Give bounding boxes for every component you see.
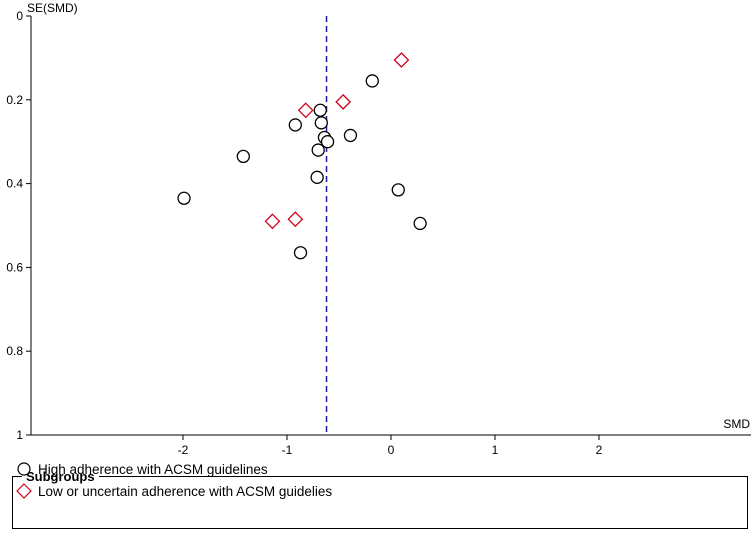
x-tick-label: 1	[492, 443, 499, 457]
open-diamond-marker-icon	[16, 483, 32, 499]
y-tick-label: 1	[16, 428, 23, 442]
x-tick-label: -1	[282, 443, 293, 457]
high-adherence-point	[236, 149, 250, 164]
high-adherence-point	[343, 128, 358, 143]
low-adherence-point	[393, 52, 410, 68]
high-adherence-point	[320, 135, 335, 149]
legend-item-low-adherence: Low or uncertain adherence with ACSM gui…	[16, 482, 332, 500]
high-adherence-point	[313, 103, 327, 117]
y-tick-label: 0.2	[6, 93, 23, 107]
high-adherence-point	[293, 246, 308, 260]
low-adherence-point	[287, 211, 304, 228]
open-circle-marker-icon	[17, 462, 31, 476]
x-tick-label: -2	[178, 443, 189, 457]
high-adherence-point	[177, 191, 191, 205]
high-adherence-point	[413, 216, 427, 231]
data-points	[177, 52, 427, 260]
axis-ticks: -2 -1 0 1 2 0 0.2 0.4 0.6 0.8 1	[6, 9, 602, 457]
y-tick-label: 0.6	[6, 260, 23, 274]
low-adherence-point	[264, 213, 281, 230]
x-tick-label: 0	[388, 443, 395, 457]
high-adherence-point	[311, 143, 325, 157]
high-adherence-point	[365, 74, 379, 88]
high-adherence-point	[314, 116, 328, 130]
legend-item-high-adherence: High adherence with ACSM guidelines	[16, 460, 268, 478]
high-adherence-point	[288, 118, 302, 132]
low-adherence-point	[297, 102, 314, 119]
y-axis-label: SE(SMD)	[27, 1, 78, 15]
x-axis-label: SMD	[723, 417, 750, 431]
legend-title: Subgroups	[22, 469, 99, 484]
x-tick-label: 2	[596, 443, 603, 457]
legend-box	[12, 476, 748, 529]
y-tick-label: 0.8	[6, 344, 23, 358]
high-adherence-point	[391, 183, 405, 197]
legend-label-high-adherence: High adherence with ACSM guidelines	[38, 461, 268, 477]
low-adherence-point	[335, 93, 352, 110]
legend-label-low-adherence: Low or uncertain adherence with ACSM gui…	[38, 483, 333, 499]
high-adherence-point	[310, 170, 324, 184]
y-tick-label: 0	[16, 9, 23, 23]
y-tick-label: 0.4	[6, 177, 23, 191]
